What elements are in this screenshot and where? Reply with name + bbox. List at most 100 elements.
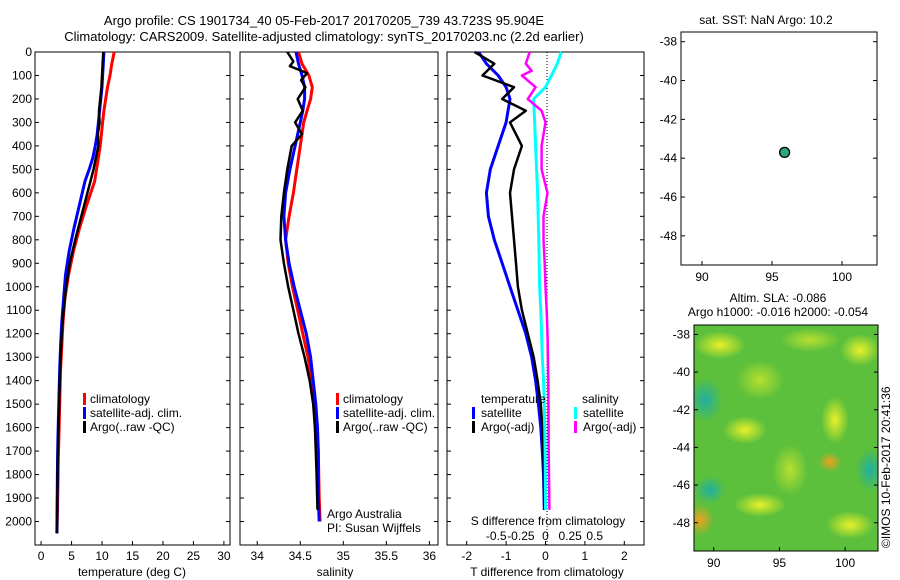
lat-tick-label: -44 <box>673 440 691 454</box>
legend-swatch-sal-argo <box>574 421 577 433</box>
sla-blob <box>723 416 767 444</box>
x-tick-label: 1 <box>582 549 589 563</box>
x-tick-label: 25 <box>187 549 201 563</box>
temperature-legend: climatology satellite-adj. clim. Argo(..… <box>83 392 182 434</box>
sla-blob <box>694 504 714 536</box>
legend-sal-satellite: satellite <box>583 406 624 420</box>
lon-tick-label: 90 <box>707 556 721 570</box>
sla-blob <box>694 476 726 504</box>
sst-map-title: sat. SST: NaN Argo: 10.2 <box>699 13 833 27</box>
depth-tick-label: 200 <box>12 92 32 106</box>
sla-map-title-2: Argo h1000: -0.016 h2000: -0.054 <box>688 305 868 319</box>
legend-swatch-satellite-adj <box>336 407 339 419</box>
legend-argo: Argo(..raw -QC) <box>343 420 428 434</box>
x-tick-label: 35.5 <box>375 549 399 563</box>
lat-tick-label: -40 <box>660 74 678 88</box>
x-tick-label: 30 <box>217 549 231 563</box>
x-tick-label: 35 <box>337 549 351 563</box>
depth-tick-label: 1700 <box>5 444 32 458</box>
sla-blob <box>694 331 746 359</box>
lon-tick-label: 90 <box>695 270 709 284</box>
depth-tick-label: 1500 <box>5 397 32 411</box>
difference-x-ticks: -2 -1 0 1 2 <box>461 541 628 563</box>
depth-tick-label: 100 <box>12 68 32 82</box>
depth-tick-label: 700 <box>12 209 32 223</box>
lat-tick-label: -44 <box>660 151 678 165</box>
sst-map-lon-ticks: 90 95 100 <box>695 261 852 284</box>
depth-tick-label: 900 <box>12 256 32 270</box>
x-tick-label: 34.5 <box>289 549 313 563</box>
legend-temp-satellite: satellite <box>481 406 522 420</box>
legend-satellite-adj: satellite-adj. clim. <box>343 406 435 420</box>
x-tick-label: 2 <box>621 549 628 563</box>
depth-tick-label: 300 <box>12 115 32 129</box>
legend-sal-argo: Argo(-adj) <box>583 420 636 434</box>
title-line-1: Argo profile: CS 1901734_40 05-Feb-2017 … <box>104 13 545 28</box>
profile-line <box>520 51 551 510</box>
difference-top-label: S difference from climatology <box>471 514 626 528</box>
depth-tick-label: 600 <box>12 186 32 200</box>
lat-tick-label: -38 <box>660 35 678 49</box>
lat-tick-label: -40 <box>673 365 691 379</box>
depth-tick-label: 1600 <box>5 421 32 435</box>
depth-tick-label: 1100 <box>6 303 32 317</box>
x-tick-label: 36 <box>423 549 437 563</box>
legend-swatch-sal-satellite <box>574 407 577 419</box>
depth-tick-label: 1900 <box>5 491 32 505</box>
x-tick-label: -1 <box>501 549 512 563</box>
difference-panel: -2 -1 0 1 2 T difference from climatology S … <box>446 50 645 579</box>
salinity-difference-ticks: -0.5 -0.25 0 0.25 0.5 <box>486 529 604 543</box>
profile-line <box>279 51 319 510</box>
sla-map-title-1: Altim. SLA: -0.086 <box>730 291 827 305</box>
sst-map-frame <box>680 31 878 266</box>
top-tick-label: 0 <box>542 529 549 543</box>
depth-tick-label: 0 <box>25 45 32 59</box>
salinity-x-label: salinity <box>317 565 354 579</box>
profile-line <box>282 51 321 522</box>
legend-climatology: climatology <box>90 392 150 406</box>
sla-map-lat-ticks: -38 -40 -42 -44 -46 -48 <box>673 327 878 530</box>
sla-blob <box>856 448 878 492</box>
difference-profiles <box>473 50 563 510</box>
depth-tick-label: 800 <box>12 233 32 247</box>
legend-temp-argo: Argo(-adj) <box>481 420 534 434</box>
salinity-x-ticks: 34 34.5 35 35.5 36 <box>251 541 437 563</box>
sla-blob <box>736 360 784 400</box>
sla-blob <box>818 452 842 472</box>
profile-line <box>532 51 563 510</box>
salinity-depth-ticks <box>240 51 438 523</box>
profile-line <box>55 51 106 534</box>
lat-tick-label: -42 <box>673 403 691 417</box>
x-tick-label: 0 <box>38 549 45 563</box>
legend-swatch-climatology <box>83 393 86 405</box>
x-tick-label: 34 <box>251 549 265 563</box>
legend-swatch-temp-satellite <box>472 407 475 419</box>
sla-blob <box>840 334 878 366</box>
salinity-axes-frame <box>239 51 439 546</box>
x-tick-label: 5 <box>68 549 75 563</box>
sla-heatmap <box>694 325 878 551</box>
top-tick-label: 0.5 <box>586 529 603 543</box>
sst-map-lat-ticks: -38 -40 -42 -44 -46 -48 <box>660 35 877 243</box>
top-tick-label: -0.5 <box>486 529 507 543</box>
top-tick-label: 0.25 <box>558 529 582 543</box>
depth-tick-label: 1800 <box>5 468 32 482</box>
lat-tick-label: -46 <box>660 190 678 204</box>
sla-blob <box>821 396 849 444</box>
temperature-profiles <box>55 51 116 534</box>
legend-swatch-argo <box>336 421 339 433</box>
depth-tick-label: 2000 <box>5 515 32 529</box>
legend-satellite-adj: satellite-adj. clim. <box>90 406 182 420</box>
sla-map-lon-ticks: 90 95 100 <box>707 547 855 570</box>
salinity-panel: 34 34.5 35 35.5 36 salinity climatology sate… <box>239 51 439 579</box>
depth-tick-label: 1400 <box>5 374 32 388</box>
sla-map-panel: Altim. SLA: -0.086 Argo h1000: -0.016 h2… <box>673 291 879 570</box>
x-tick-label: 10 <box>95 549 109 563</box>
top-tick-label: -0.25 <box>507 529 535 543</box>
sla-blob <box>772 444 808 496</box>
x-tick-label: 0 <box>542 549 549 563</box>
temperature-depth-ticks: 0 100 200 300 400 500 600 700 800 900 1000 1100 1200… <box>5 45 230 529</box>
temperature-x-label: temperature (deg C) <box>78 565 186 579</box>
sla-blob <box>826 511 874 539</box>
imos-watermark: ©IMOS 10-Feb-2017 20:41:36 <box>879 386 893 548</box>
